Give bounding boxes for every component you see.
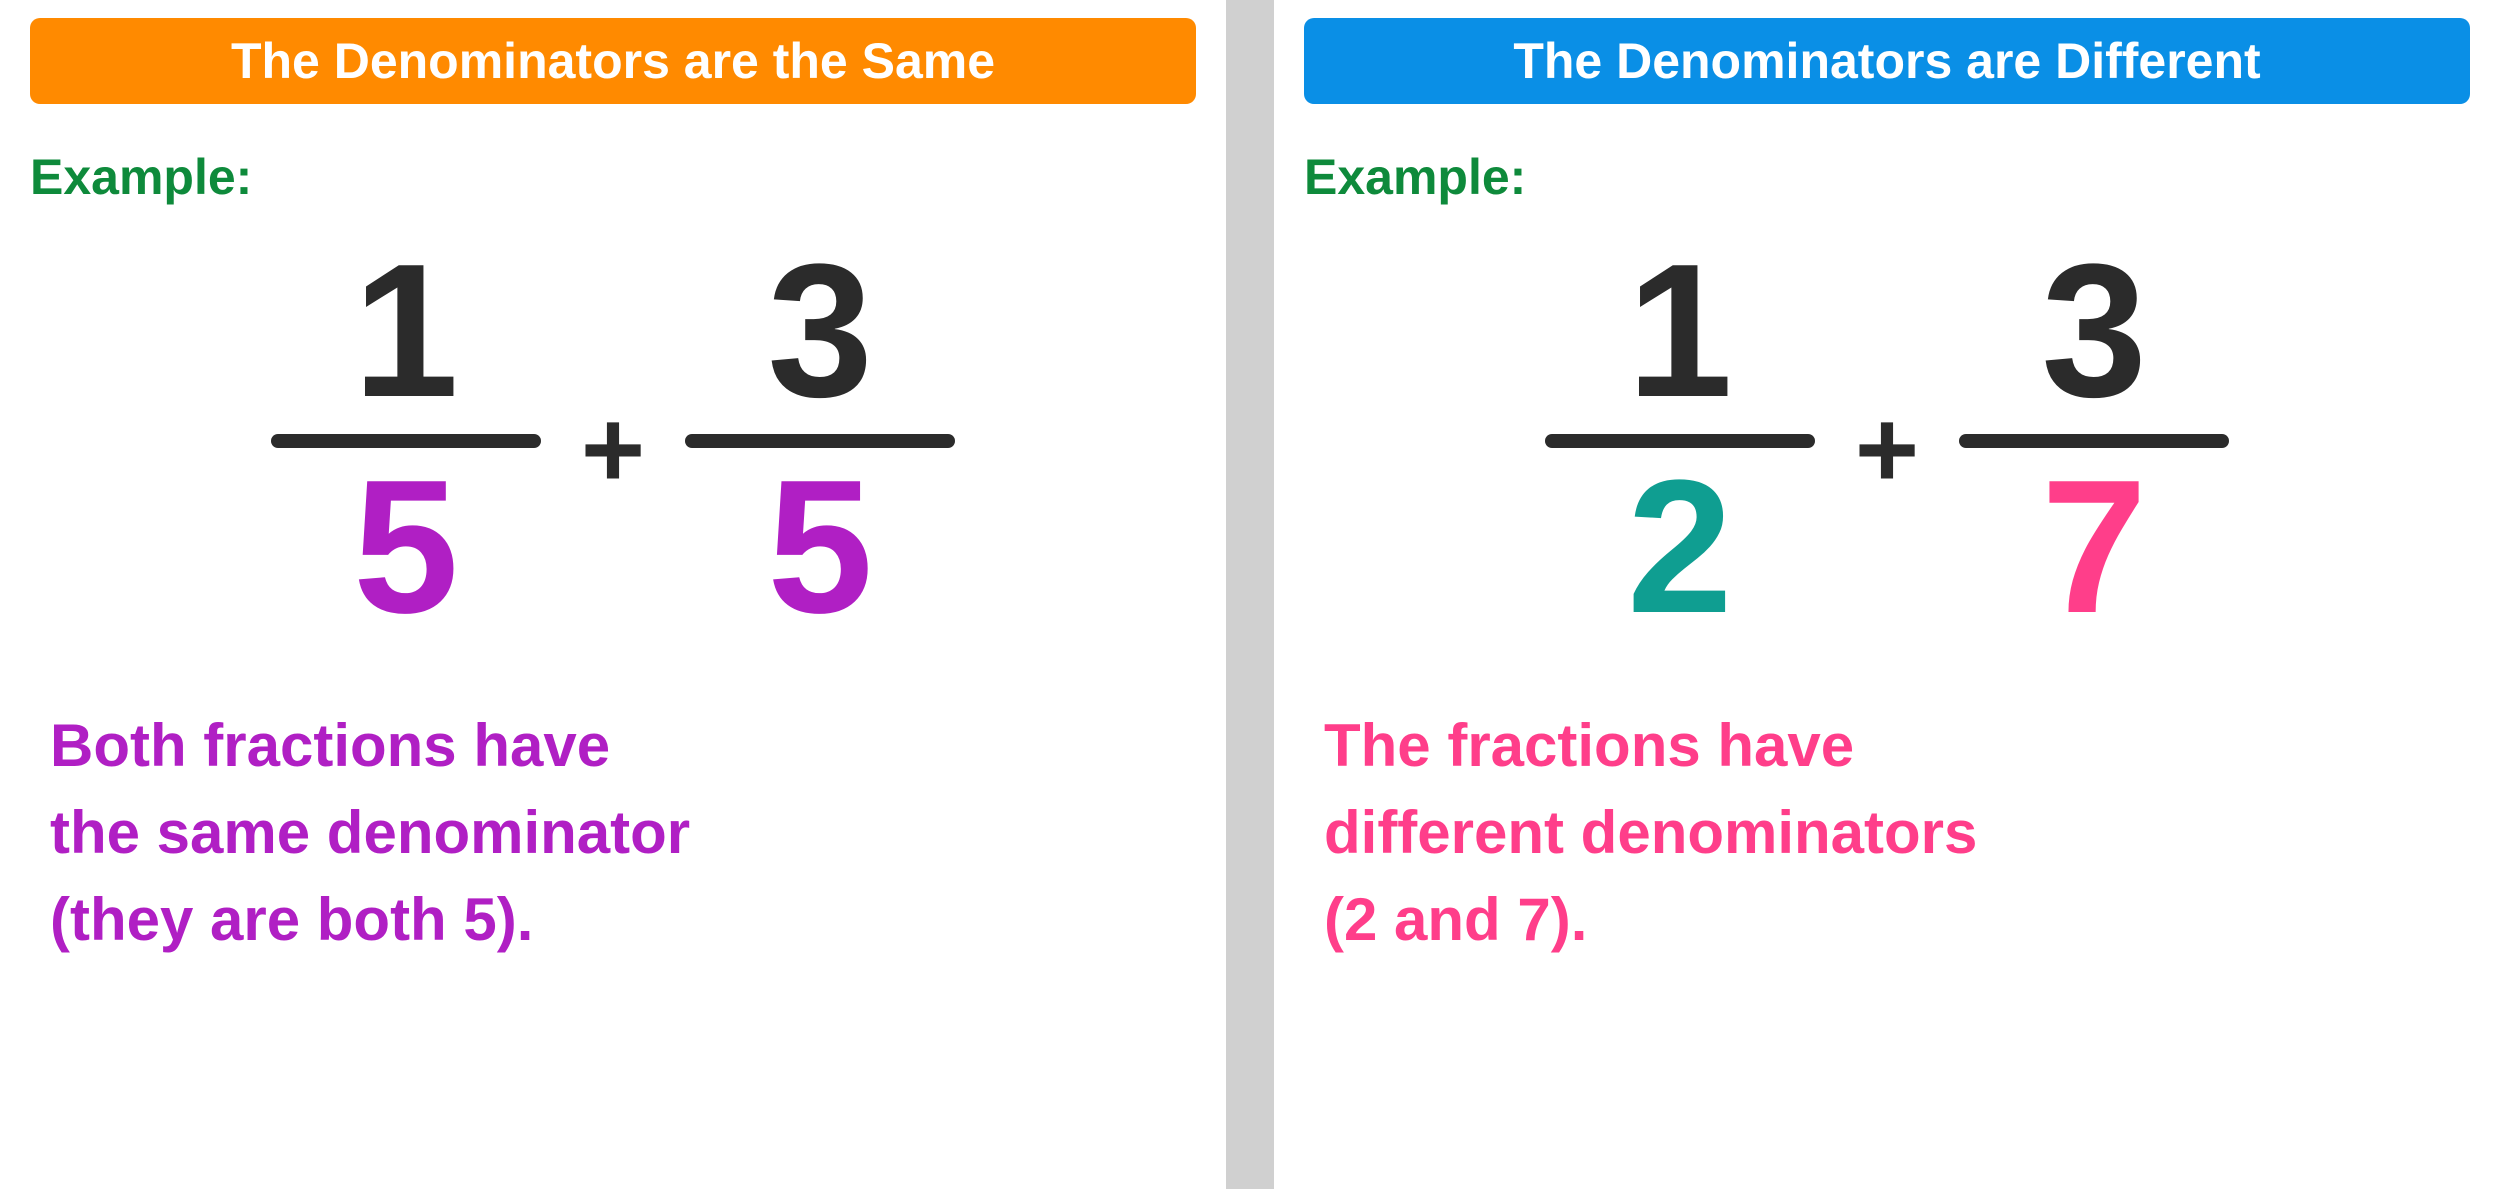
plus-left: + [581, 366, 645, 513]
numerator-left-2: 3 [767, 236, 873, 426]
example-label-left: Example: [30, 148, 1196, 206]
caption-right-line2: different denominators [1324, 789, 2450, 876]
plus-right: + [1855, 366, 1919, 513]
equation-right: 1 2 + 3 7 [1304, 236, 2470, 642]
denominator-right-1: 2 [1627, 452, 1733, 642]
caption-right-line3: (2 and 7). [1324, 876, 2450, 963]
caption-left-line1: Both fractions have [50, 702, 1176, 789]
fraction-right-1: 1 2 [1545, 236, 1815, 642]
equation-left: 1 5 + 3 5 [30, 236, 1196, 642]
caption-left-line2: the same denominator [50, 789, 1176, 876]
header-different: The Denominators are Different [1304, 18, 2470, 104]
denominator-left-1: 5 [353, 452, 459, 642]
caption-left: Both fractions have the same denominator… [30, 702, 1196, 963]
fraction-right-2: 3 7 [1959, 236, 2229, 642]
panel-divider [1226, 0, 1274, 1189]
caption-right-line1: The fractions have [1324, 702, 2450, 789]
denominator-left-2: 5 [767, 452, 873, 642]
header-same: The Denominators are the Same [30, 18, 1196, 104]
fraction-left-1: 1 5 [271, 236, 541, 642]
panel-different-denominator: The Denominators are Different Example: … [1274, 0, 2500, 1189]
numerator-right-2: 3 [2041, 236, 2147, 426]
caption-right: The fractions have different denominator… [1304, 702, 2470, 963]
denominator-right-2: 7 [2041, 452, 2147, 642]
panel-same-denominator: The Denominators are the Same Example: 1… [0, 0, 1226, 1189]
numerator-right-1: 1 [1627, 236, 1733, 426]
numerator-left-1: 1 [353, 236, 459, 426]
example-label-right: Example: [1304, 148, 2470, 206]
caption-left-line3: (they are both 5). [50, 876, 1176, 963]
fraction-left-2: 3 5 [685, 236, 955, 642]
